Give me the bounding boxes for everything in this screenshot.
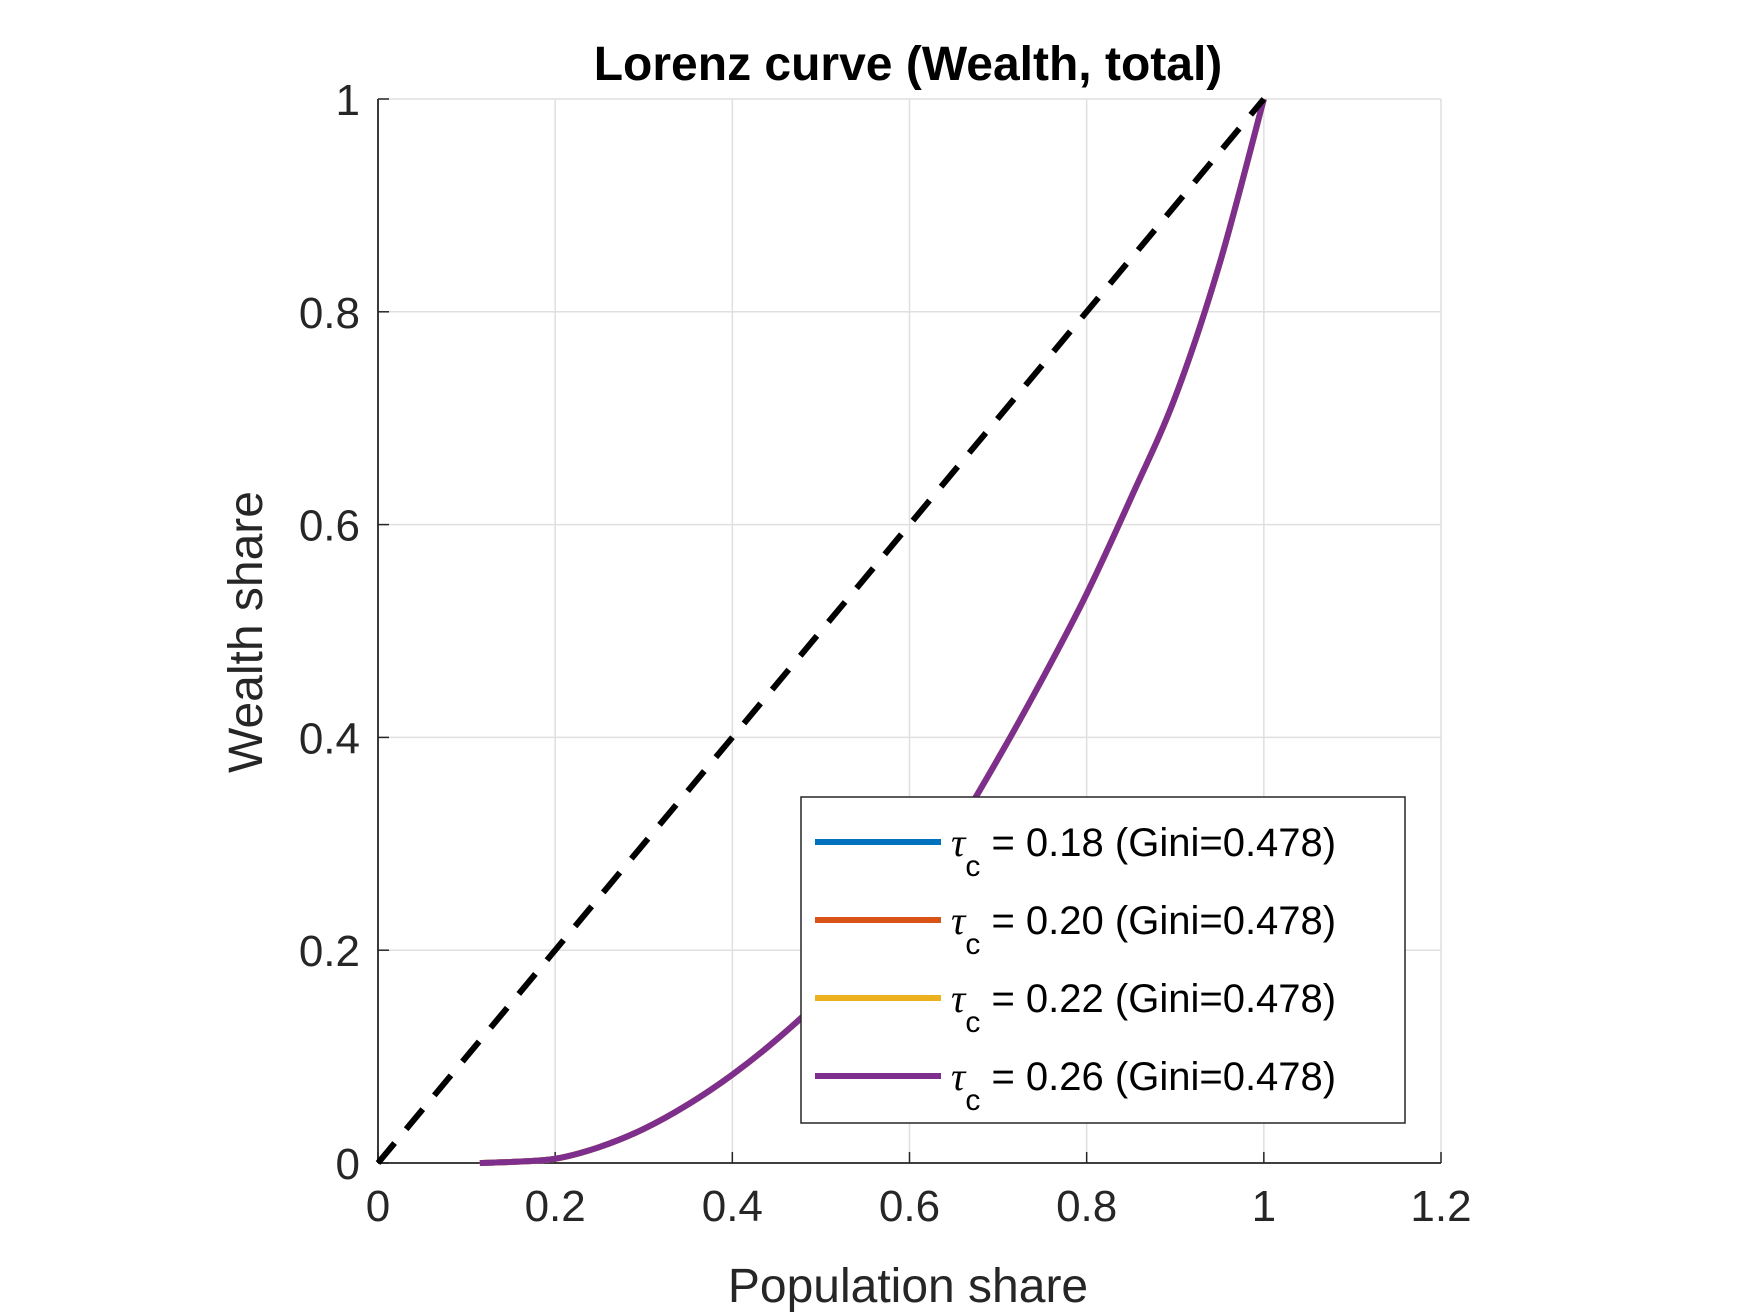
legend-label-3: τc = 0.22 (Gini=0.478) [951,976,1336,1039]
legend-label-1: τc = 0.18 (Gini=0.478) [951,820,1336,883]
y-tick-label: 0 [336,1140,360,1189]
legend-box [800,796,1406,1124]
tick-labels: 0 0.2 0.4 0.6 0.8 1 1.2 0 0.2 0.4 0.6 0.8 1 [299,76,1472,1231]
x-tick-label: 1.2 [1410,1182,1471,1231]
legend: τc = 0.18 (Gini=0.478) τc = 0.20 (Gini=0.… [800,796,1406,1124]
x-tick-label: 0.4 [702,1182,763,1231]
y-axis-label: Wealth share [220,491,273,773]
x-tick-label: 0.2 [525,1182,586,1231]
y-tick-label: 0.4 [299,714,360,763]
axes [377,98,1442,1164]
equality-line [375,97,1267,1165]
x-axis-label: Population share [728,1260,1088,1313]
y-tick-label: 0.2 [299,927,360,976]
legend-label-2: τc = 0.20 (Gini=0.478) [951,898,1336,961]
x-tick-label: 0.6 [879,1182,940,1231]
legend-label-4: τc = 0.26 (Gini=0.478) [951,1054,1336,1117]
x-tick-label: 0.8 [1056,1182,1117,1231]
chart-title: Lorenz curve (Wealth, total) [594,38,1223,91]
y-tick-label: 1 [336,76,360,125]
x-tick-label: 0 [366,1182,390,1231]
x-tick-label: 1 [1252,1182,1276,1231]
y-tick-label: 0.6 [299,502,360,551]
y-tick-label: 0.8 [299,289,360,338]
